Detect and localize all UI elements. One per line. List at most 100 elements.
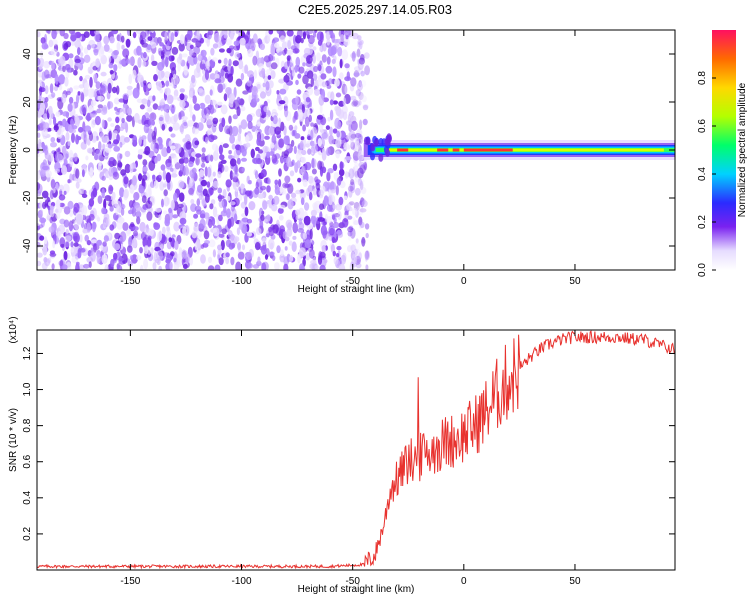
x-tick-label: -50 [345,576,360,587]
noise-speckle [336,230,343,236]
noise-speckle [170,32,175,42]
noise-speckle [51,30,57,40]
noise-speckle [155,207,162,213]
noise-speckle [305,252,311,261]
noise-speckle [348,168,355,180]
noise-speckle [84,74,91,80]
noise-speckle [84,125,91,132]
noise-speckle [281,151,285,158]
noise-speckle [123,136,130,143]
noise-speckle [364,223,370,230]
noise-speckle [209,99,217,106]
noise-speckle [241,148,247,157]
noise-speckle [283,135,290,145]
noise-speckle [329,181,337,192]
noise-speckle [331,137,335,145]
noise-speckle [87,88,95,98]
noise-speckle [164,31,168,41]
noise-speckle [354,162,360,167]
noise-speckle [161,236,168,245]
noise-speckle [70,241,74,248]
noise-speckle [348,123,353,132]
noise-speckle [173,75,179,86]
noise-speckle [207,128,213,136]
noise-speckle [295,152,303,161]
noise-speckle [95,58,100,68]
x-tick-label: -100 [232,276,252,287]
noise-speckle [73,202,80,213]
noise-speckle [51,92,56,98]
noise-speckle [159,181,165,191]
noise-speckle [133,226,139,231]
noise-speckle [173,257,177,263]
noise-speckle [42,165,49,171]
noise-speckle [146,246,152,255]
noise-speckle [225,257,230,265]
y-tick-label: 1.0 [22,382,33,396]
noise-speckle [230,256,235,266]
noise-speckle [355,89,362,97]
noise-speckle [358,40,363,50]
noise-speckle [164,87,171,96]
noise-speckle [326,56,331,65]
noise-speckle [361,200,368,208]
noise-speckle [75,134,80,145]
noise-speckle [273,195,280,205]
noise-speckle [259,43,265,50]
noise-speckle [327,116,331,122]
noise-speckle [43,44,49,49]
noise-speckle [279,35,286,42]
noise-speckle [100,107,108,116]
noise-speckle [335,203,342,211]
noise-speckle [63,250,68,261]
noise-speckle [232,176,239,183]
noise-speckle [107,144,113,149]
noise-speckle [212,57,218,62]
noise-speckle [147,132,153,143]
noise-speckle [89,132,93,142]
noise-speckle [153,74,158,82]
noise-speckle [209,89,213,96]
noise-speckle [355,140,360,151]
noise-speckle [68,96,74,104]
noise-speckle [337,210,342,221]
noise-speckle [284,107,289,118]
noise-speckle [329,126,333,137]
noise-speckle [192,114,196,122]
noise-speckle [294,111,299,119]
noise-speckle [327,168,334,174]
noise-speckle [267,75,272,80]
noise-speckle [295,209,301,216]
noise-speckle [322,147,326,155]
noise-speckle [169,261,173,270]
noise-speckle [218,257,224,266]
noise-speckle [73,85,80,90]
noise-speckle [147,36,153,41]
noise-speckle [241,244,246,251]
noise-speckle [254,187,260,195]
noise-speckle [132,135,138,145]
noise-speckle [49,216,54,224]
noise-speckle [119,59,127,65]
noise-speckle [356,255,361,264]
noise-speckle [163,189,168,197]
noise-speckle [350,244,357,252]
noise-speckle [351,32,359,40]
noise-speckle [53,116,57,126]
noise-speckle [334,78,340,87]
noise-speckle [307,185,313,194]
noise-speckle [228,115,232,124]
noise-speckle [278,215,284,221]
noise-speckle [123,176,129,185]
noise-speckle [225,38,232,46]
noise-speckle [146,211,153,221]
noise-speckle [304,239,312,249]
noise-speckle [50,137,56,143]
noise-speckle [289,170,295,177]
noise-speckle [280,249,284,256]
noise-speckle [143,139,147,148]
noise-speckle [332,204,338,209]
noise-speckle [331,58,336,65]
noise-speckle [283,263,289,270]
noise-speckle [96,253,101,264]
